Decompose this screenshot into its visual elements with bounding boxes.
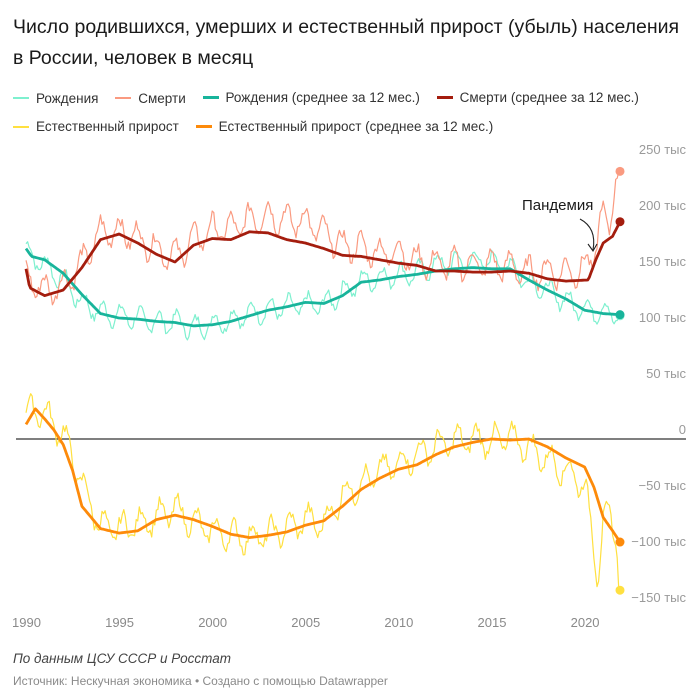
legend-label: Естественный прирост (среднее за 12 мес.… [218, 118, 494, 134]
legend-swatch [115, 97, 132, 99]
y-tick-label: −100 тыс [631, 534, 686, 549]
x-axis: 1990 1995 2000 2005 2010 2015 2020 [12, 615, 600, 630]
x-tick-label: 2010 [384, 615, 413, 630]
legend-swatch [13, 125, 29, 128]
legend-label: Смерти [138, 90, 186, 106]
legend-item-births: Рождения [13, 86, 99, 111]
legend-item-natural-avg: Естественный прирост (среднее за 12 мес.… [195, 114, 494, 139]
x-tick-label: 2005 [291, 615, 320, 630]
legend-label: Естественный прирост [36, 119, 179, 134]
x-tick-label: 2015 [478, 615, 507, 630]
y-tick-label: 50 тыс [646, 366, 686, 381]
chart-title: Число родившихся, умерших и естественный… [13, 16, 680, 69]
legend: Рождения Смерти Рождения (среднее за 12 … [13, 82, 693, 139]
y-tick-label: −150 тыс [631, 590, 686, 605]
annotation-label: Пандемия [522, 197, 593, 214]
series-endpoint-natural-avg [615, 537, 625, 547]
x-tick-label: 1995 [105, 615, 134, 630]
series-line-births-avg [24, 247, 621, 328]
series-line-births-raw [25, 241, 620, 341]
y-tick-label: 0 [679, 422, 686, 437]
y-tick-label: 200 тыс [639, 198, 687, 213]
legend-item-births-avg: Рождения (среднее за 12 мес.) [202, 85, 420, 110]
legend-swatch [195, 124, 212, 128]
y-tick-label: 150 тыс [639, 254, 687, 269]
chart-footer: Источник: Нескучная экономика • Создано … [13, 674, 388, 688]
legend-item-natural: Естественный прирост [13, 114, 179, 139]
y-tick-label: −50 тыс [639, 478, 687, 493]
legend-item-deaths: Смерти [115, 86, 186, 111]
series-endpoint-deaths-raw [615, 166, 625, 176]
legend-label: Рождения (среднее за 12 мес.) [225, 90, 420, 105]
annotation-arrow [579, 218, 595, 251]
series-endpoint-deaths-avg [615, 217, 625, 227]
annotation-layer: Пандемия [522, 197, 598, 253]
legend-label: Смерти (среднее за 12 мес.) [459, 90, 639, 105]
series-line-deaths-raw [25, 170, 620, 306]
y-tick-label: 100 тыс [639, 310, 687, 325]
x-tick-label: 1990 [12, 615, 41, 630]
series-line-natural-avg [24, 407, 622, 543]
series-layer [24, 166, 625, 595]
legend-swatch [13, 97, 29, 99]
x-tick-label: 2020 [571, 615, 600, 630]
series-line-deaths-avg [24, 221, 622, 297]
arrow-head-icon [587, 243, 598, 253]
y-tick-label: 250 тыс [639, 142, 687, 157]
chart-notes: По данным ЦСУ СССР и Росстат [13, 651, 231, 666]
legend-swatch [202, 96, 219, 99]
legend-swatch [436, 96, 453, 99]
legend-label: Рождения [36, 90, 99, 106]
series-endpoint-natural-raw [615, 585, 625, 595]
legend-item-deaths-avg: Смерти (среднее за 12 мес.) [436, 85, 639, 110]
series-endpoint-births-avg [615, 310, 625, 320]
series-line-natural-raw [25, 393, 620, 591]
y-axis: 250 тыс 200 тыс 150 тыс 100 тыс 50 тыс 0 −50 т… [631, 142, 686, 605]
x-tick-label: 2000 [198, 615, 227, 630]
